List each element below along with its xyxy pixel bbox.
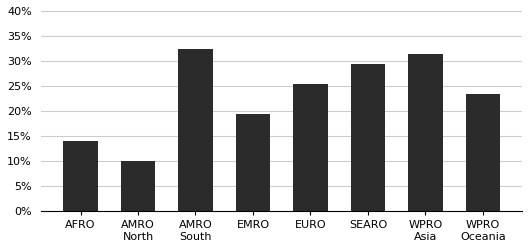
Bar [351, 63, 385, 211]
Bar [236, 114, 270, 211]
Bar [63, 141, 98, 211]
Bar [408, 54, 443, 211]
Bar [121, 161, 155, 211]
Bar [293, 84, 328, 211]
Bar [178, 49, 213, 211]
Bar [466, 94, 500, 211]
